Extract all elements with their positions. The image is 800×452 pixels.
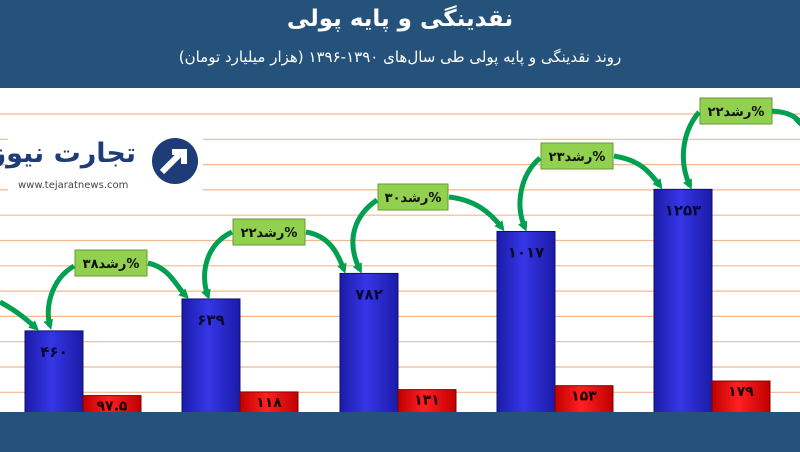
growth-label: رشد۲۲% (241, 226, 298, 241)
growth-label: رشد۲۳% (549, 150, 606, 165)
bar-liquidity (24, 330, 84, 414)
data-label-liquidity: ۱۲۵۳ (665, 201, 702, 219)
growth-arrow (680, 110, 701, 190)
growth-label-box (540, 142, 614, 170)
data-label-monetary-base: ۱۵۳ (571, 389, 597, 405)
data-label-liquidity: ۶۳۹ (197, 311, 224, 329)
data-label-monetary-base: ۱۷۹ (728, 384, 754, 400)
header-band: نقدینگی و پایه پولی روند نقدینگی و پایه … (0, 0, 800, 88)
data-label-liquidity: ۷۸۲ (355, 285, 382, 303)
growth-label: رشد۳۸% (83, 257, 140, 272)
growth-label: رشد۳۰% (385, 191, 442, 206)
growth-arrow (201, 229, 234, 300)
brand-logo: تجارت نیوز www.tejaratnews.com (0, 134, 203, 200)
growth-label: رشد۲۲% (708, 105, 765, 120)
data-label-monetary-base: ۱۱۸ (256, 395, 282, 411)
growth-arrow (147, 260, 189, 299)
bar-monetary-base (711, 380, 771, 414)
data-label-liquidity: ۴۶۰ (40, 343, 67, 361)
chart-subtitle: روند نقدینگی و پایه پولی طی سال‌های ۱۳۹۰… (178, 48, 622, 66)
logo-name: تجارت نیوز (0, 138, 136, 169)
bar-liquidity (496, 230, 556, 414)
x-axis-band (0, 412, 800, 452)
data-label-monetary-base: ۱۳۱ (414, 393, 440, 409)
growth-arrow (305, 229, 347, 274)
growth-arrow (517, 156, 542, 232)
bar-liquidity (181, 298, 241, 414)
growth-arrow (771, 108, 800, 128)
growth-arrow (350, 197, 379, 274)
growth-label-box (232, 218, 306, 246)
logo-url: www.tejaratnews.com (18, 180, 129, 191)
growth-arrow (448, 194, 505, 232)
growth-label-box (74, 249, 148, 277)
bar-liquidity (653, 188, 713, 414)
bar-liquidity (339, 272, 399, 414)
logo-mark-icon (152, 138, 198, 184)
growth-label-box (377, 183, 449, 211)
growth-arrow (43, 263, 76, 330)
growth-arrow (613, 153, 663, 190)
growth-arrow (0, 299, 39, 331)
data-label-monetary-base: ۹۷.۵ (97, 399, 128, 415)
data-label-liquidity: ۱۰۱۷ (508, 243, 545, 261)
chart-title: نقدینگی و پایه پولی (286, 6, 514, 32)
